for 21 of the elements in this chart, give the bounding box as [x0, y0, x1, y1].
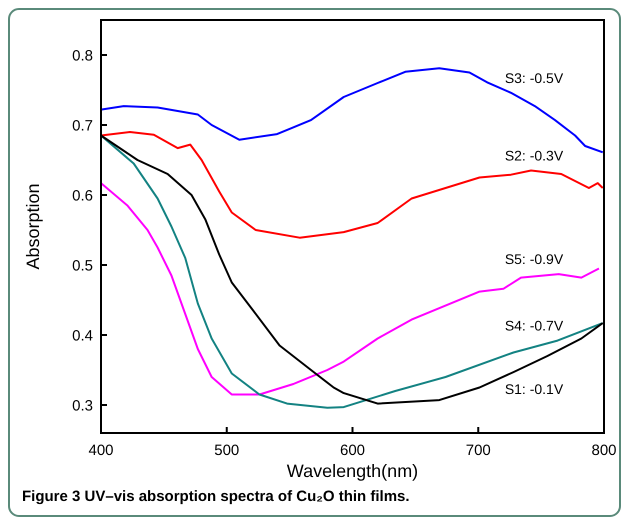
- series-label: S1: -0.1V: [504, 381, 564, 398]
- y-tick-label: 0.3: [72, 397, 93, 414]
- y-axis-title: Absorption: [23, 183, 43, 270]
- y-tick-label: 0.6: [72, 187, 93, 204]
- series-label: S5: -0.9V: [504, 251, 564, 268]
- caption: Figure 3 UV–vis absorption spectra of Cu₂O thin films.: [22, 488, 410, 505]
- y-tick-label: 0.4: [72, 327, 93, 344]
- y-tick-label: 0.5: [72, 257, 93, 274]
- x-tick-label: 400: [88, 442, 114, 459]
- x-tick-label: 700: [466, 442, 491, 459]
- y-tick-label: 0.7: [72, 117, 93, 134]
- series-label: S4: -0.7V: [504, 318, 564, 334]
- y-tick-label: 0.8: [72, 47, 93, 64]
- line-series: [100, 182, 600, 396]
- x-axis-title: Wavelength(nm): [286, 461, 418, 481]
- line-series: [100, 131, 604, 239]
- series-label: S3: -0.5V: [504, 70, 564, 86]
- x-tick-label: 800: [591, 442, 617, 459]
- x-tick-label: 500: [214, 442, 240, 459]
- series-label: S2: -0.3V: [504, 148, 564, 164]
- x-tick-label: 600: [340, 442, 366, 459]
